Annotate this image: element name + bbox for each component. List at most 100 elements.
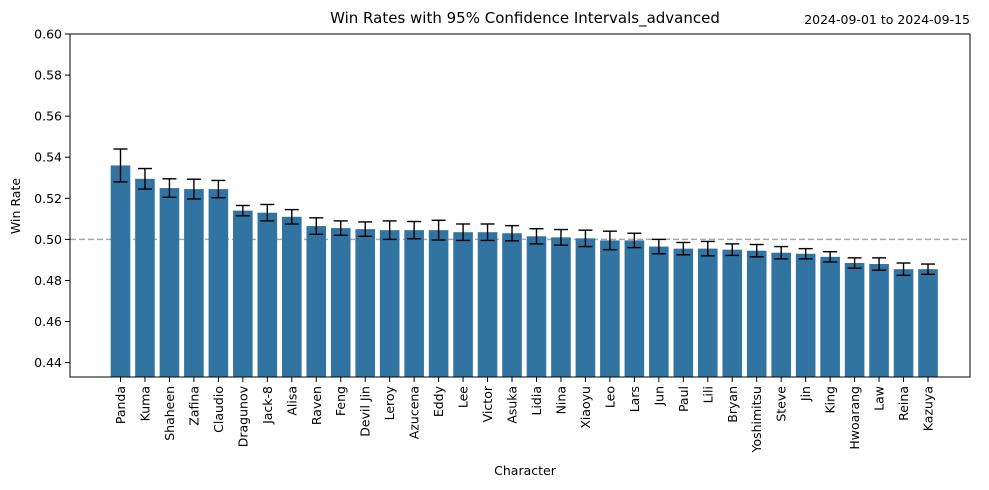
y-axis-label: Win Rate — [8, 178, 23, 234]
x-tick-label: Asuka — [505, 386, 520, 424]
x-tick-label: Steve — [774, 386, 789, 422]
y-tick-label: 0.50 — [34, 232, 62, 247]
error-bar-eddy — [431, 219, 446, 241]
x-tick-label: Xiaoyu — [578, 386, 593, 429]
error-bar-raven — [309, 217, 324, 235]
x-tick-label: Claudio — [211, 386, 226, 433]
bar-nina — [551, 237, 571, 377]
x-tick-label: Dragunov — [235, 385, 250, 447]
chart-title: Win Rates with 95% Confidence Intervals_… — [330, 9, 720, 28]
error-bar-xiaoyu — [578, 229, 593, 248]
x-tick-label: Jun — [651, 386, 666, 407]
x-tick-label: Yoshimitsu — [749, 386, 764, 454]
error-bar-shaheen — [162, 178, 177, 198]
x-tick-label: Kuma — [137, 386, 152, 421]
x-tick-label: Eddy — [431, 385, 446, 417]
x-tick-label: Zafina — [186, 386, 201, 426]
bar-eddy — [428, 230, 449, 377]
y-tick-label: 0.48 — [34, 273, 62, 288]
x-tick-label: Law — [872, 386, 887, 411]
bar-panda — [110, 165, 131, 377]
y-tick-label: 0.46 — [34, 314, 62, 329]
x-tick-label: Victor — [480, 385, 495, 422]
y-tick-label: 0.44 — [34, 355, 62, 370]
error-bar-jun — [651, 238, 666, 255]
error-bar-claudio — [211, 179, 226, 199]
bar-hwoarang — [844, 263, 865, 377]
bar-bryan — [722, 249, 743, 377]
error-bar-leroy — [382, 220, 397, 241]
x-tick-label: Lee — [456, 386, 471, 408]
y-tick-label: 0.60 — [34, 27, 62, 42]
x-tick-label: Alisa — [284, 386, 299, 416]
bar-paul — [673, 248, 694, 377]
y-tick-label: 0.58 — [34, 68, 62, 83]
x-tick-label: Shaheen — [162, 386, 177, 441]
bar-shaheen — [159, 188, 180, 377]
bar-law — [869, 264, 889, 377]
bar-feng — [330, 228, 351, 377]
bar-dragunov — [233, 210, 253, 377]
error-bar-hwoarang — [847, 257, 862, 269]
x-tick-label: Leroy — [382, 385, 397, 420]
bar-jun — [649, 246, 669, 377]
x-tick-label: Lili — [700, 386, 715, 403]
x-tick-label: Bryan — [725, 386, 740, 423]
error-bar-alisa — [284, 208, 299, 225]
error-bar-feng — [333, 220, 348, 236]
x-tick-label: Lars — [627, 386, 642, 412]
x-tick-label: Nina — [553, 386, 568, 414]
error-bar-kazuya — [921, 263, 936, 276]
bar-alisa — [281, 216, 302, 377]
bar-kazuya — [918, 269, 938, 377]
bar-zafina — [184, 189, 204, 377]
bar-kuma — [135, 178, 155, 377]
error-bar-leo — [602, 230, 617, 251]
bar-devil-jin — [355, 229, 375, 377]
bar-yoshimitsu — [746, 250, 767, 377]
error-bar-azucena — [407, 220, 422, 240]
x-axis-label: Character — [494, 463, 557, 478]
error-bar-jack-8 — [260, 203, 275, 222]
bar-lili — [697, 248, 718, 377]
error-bars-group — [113, 148, 936, 277]
error-bar-devil-jin — [358, 221, 373, 238]
bar-lidia — [526, 236, 547, 377]
error-bar-jin — [798, 247, 813, 260]
y-axis: 0.44 0.46 0.48 0.50 0.52 0.54 0.56 0.58 0.60 — [34, 27, 70, 370]
error-bar-kuma — [137, 167, 152, 190]
error-bar-steve — [774, 245, 789, 260]
bar-jin — [795, 253, 816, 377]
bar-jack-8 — [257, 212, 278, 377]
x-axis: Panda Kuma Shaheen Zafina Claudio Dragunov Jac… — [113, 377, 936, 454]
bar-claudio — [208, 189, 229, 377]
x-tick-label: Panda — [113, 386, 128, 424]
bar-asuka — [502, 233, 522, 377]
error-bar-dragunov — [235, 204, 250, 217]
error-bar-lidia — [529, 228, 544, 245]
x-tick-label: Leo — [602, 386, 617, 408]
x-tick-label: Paul — [676, 386, 691, 412]
x-tick-label: Devil Jin — [358, 386, 373, 437]
y-tick-label: 0.56 — [34, 109, 62, 124]
error-bar-panda — [113, 148, 128, 183]
x-tick-label: Reina — [896, 386, 911, 421]
error-bar-lee — [456, 223, 471, 242]
bar-king — [820, 256, 840, 377]
x-tick-label: King — [823, 386, 838, 414]
error-bar-lars — [627, 232, 642, 249]
date-range-label: 2024-09-01 to 2024-09-15 — [804, 12, 970, 27]
error-bar-zafina — [186, 178, 201, 200]
error-bar-lili — [700, 240, 715, 257]
x-tick-label: Jin — [798, 386, 813, 402]
error-bar-victor — [480, 223, 495, 242]
error-bar-bryan — [725, 243, 740, 257]
x-tick-label: Kazuya — [921, 386, 936, 431]
bar-leo — [600, 240, 620, 377]
bar-azucena — [404, 230, 424, 377]
x-tick-label: Hwoarang — [847, 386, 862, 450]
bar-victor — [477, 232, 498, 377]
x-tick-label: Raven — [309, 386, 324, 425]
y-tick-label: 0.52 — [34, 191, 62, 206]
